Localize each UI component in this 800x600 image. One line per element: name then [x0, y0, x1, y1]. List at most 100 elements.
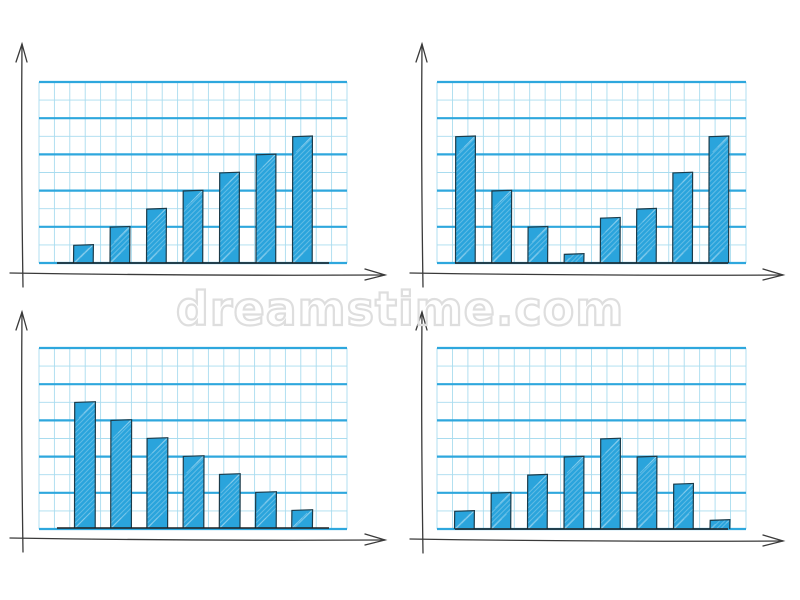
hatch-stroke [491, 192, 512, 213]
bar [291, 509, 314, 529]
hatch-stroke [162, 437, 168, 444]
hatch-stroke [600, 493, 621, 514]
hatch-stroke [74, 432, 96, 454]
hatch-stroke [219, 222, 240, 243]
charts-layer [9, 41, 786, 554]
hatch-stroke [110, 242, 130, 263]
hatch-stroke [455, 137, 476, 158]
hatch-stroke [256, 232, 276, 253]
bar-outline [563, 253, 585, 264]
hatch-stroke [146, 212, 167, 233]
hatch-stroke [305, 135, 313, 143]
hatch-stroke [256, 202, 276, 223]
hatch-stroke [491, 197, 512, 218]
bar [218, 171, 241, 264]
hatch-stroke [709, 202, 729, 223]
hatch-stroke [455, 232, 476, 253]
hatch-stroke [292, 182, 313, 203]
hatch-stroke [709, 237, 729, 258]
hatch-stroke [564, 488, 584, 509]
hatch-stroke [600, 448, 621, 469]
hatch-stroke [292, 212, 313, 233]
hatch-stroke [235, 473, 241, 479]
hatch-stroke [527, 478, 548, 499]
hatch-stroke [709, 167, 729, 188]
hatch-stroke [147, 457, 168, 479]
hatch-stroke [183, 472, 204, 494]
hatch-stroke [455, 222, 476, 243]
hatch-stroke [491, 508, 511, 529]
chart-axes [9, 41, 388, 288]
hatch-stroke [219, 182, 240, 203]
hatch-stroke [455, 182, 476, 203]
hatch-stroke [709, 137, 729, 158]
hatch-stroke [600, 247, 617, 264]
hatch-stroke [636, 247, 653, 264]
bar [182, 189, 204, 264]
hatch-stroke [90, 244, 94, 248]
hatch-stroke [600, 503, 621, 524]
watermark-text: dreamstime.com [176, 282, 624, 336]
hatch-stroke [292, 237, 313, 258]
bar-fill [256, 492, 276, 528]
hatch-stroke [256, 242, 276, 263]
bar [709, 519, 731, 530]
hatch-stroke [292, 177, 313, 198]
hatch-stroke [183, 207, 203, 228]
hatch-stroke [455, 242, 476, 263]
bar [72, 243, 95, 264]
hatch-stroke [74, 407, 96, 429]
hatch-stroke [636, 212, 657, 233]
hatch-stroke [74, 412, 96, 434]
hatch-stroke [256, 212, 276, 233]
y-axis [421, 311, 424, 554]
hatch-stroke [146, 217, 167, 238]
hatch-stroke [183, 467, 204, 489]
hatch-stroke [146, 247, 163, 264]
hatch-stroke [219, 477, 241, 499]
hatch-stroke [687, 172, 693, 178]
hatch-stroke [455, 152, 476, 173]
hatch-stroke [146, 222, 167, 243]
bar [527, 225, 549, 264]
hatch-stroke [527, 498, 548, 519]
hatch-stroke [504, 492, 511, 499]
hatch-stroke [636, 222, 657, 243]
bar-hatch [454, 510, 475, 530]
hatch-stroke [527, 483, 548, 504]
x-axis-arrow-icon [762, 268, 786, 281]
hatch-stroke [74, 437, 96, 459]
bar-hatch [110, 226, 130, 264]
hatch-stroke [110, 227, 130, 248]
bar-outline [672, 482, 695, 530]
bar-hatch [255, 491, 277, 529]
hatch-stroke [491, 513, 507, 530]
hatch-stroke [564, 483, 584, 504]
hatch-stroke [183, 227, 203, 248]
bar [255, 153, 277, 264]
hatch-stroke [709, 227, 729, 248]
hatch-stroke [600, 463, 621, 484]
hatch-stroke [74, 502, 96, 524]
hatch-stroke [74, 482, 96, 504]
bar [453, 509, 476, 530]
bar [454, 135, 477, 264]
x-axis-arrow-icon [762, 534, 786, 547]
hatch-stroke [491, 202, 512, 223]
hatch-stroke [455, 207, 476, 228]
bar-hatch [147, 437, 168, 529]
bar-chart-bottom-left [9, 309, 388, 553]
bar-hatch [291, 509, 313, 529]
hatch-stroke [183, 242, 203, 263]
hatch-stroke [709, 187, 729, 208]
hatch-stroke [219, 192, 240, 213]
hatch-stroke [600, 458, 621, 479]
hatch-stroke [528, 237, 548, 258]
bar-fill [110, 226, 130, 263]
hatch-stroke [147, 442, 168, 464]
hatch-stroke [672, 217, 693, 238]
hatch-stroke [527, 493, 548, 514]
hatch-stroke [709, 242, 729, 263]
hatch-stroke [454, 513, 471, 530]
hatch-stroke [74, 487, 96, 509]
